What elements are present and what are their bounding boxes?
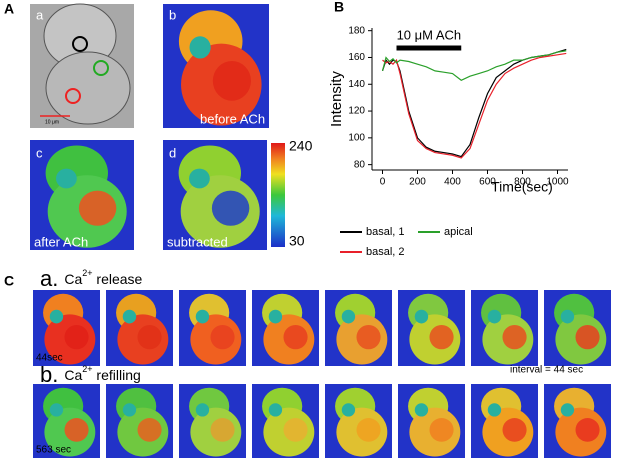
row-label-part: refilling — [93, 367, 141, 383]
roi — [65, 88, 81, 104]
series-line — [381, 48, 567, 158]
cell — [64, 324, 89, 350]
row-label: b. Ca2+ refilling — [40, 362, 141, 387]
row-label-part: 2+ — [82, 268, 92, 278]
row-label-part: release — [93, 271, 143, 287]
cell — [283, 418, 308, 442]
cell — [137, 324, 162, 350]
x-tick-label: 600 — [479, 177, 496, 188]
cell — [49, 403, 64, 417]
cell — [283, 324, 308, 350]
image-caption: after ACh — [34, 234, 88, 249]
time-label: 563 sec — [36, 445, 71, 456]
panel-letter: B — [334, 0, 344, 15]
cell — [64, 418, 89, 442]
cell — [502, 418, 527, 442]
cell — [414, 403, 429, 417]
image-letter: c — [36, 145, 43, 160]
y-tick-label: 80 — [354, 159, 366, 170]
cell — [341, 403, 356, 417]
x-tick-label: 800 — [514, 177, 531, 188]
cell — [575, 418, 600, 442]
row-label-part: Ca — [64, 367, 82, 383]
cell — [560, 403, 575, 417]
cell — [560, 309, 575, 324]
panel-letter: C — [4, 273, 14, 289]
cell — [195, 403, 210, 417]
image-caption: before ACh — [200, 111, 265, 126]
cell — [49, 309, 64, 324]
legend-label: basal, 1 — [366, 226, 405, 238]
cell — [210, 324, 235, 350]
image-letter: d — [169, 145, 176, 160]
cell — [414, 309, 429, 324]
images: 10 μm a b c d before ACh after ACh subtracted a.… — [30, 3, 611, 458]
cell — [268, 403, 283, 417]
cell — [487, 403, 502, 417]
row-label-part: a. — [40, 266, 58, 291]
y-tick-label: 120 — [348, 106, 365, 117]
cell — [341, 309, 356, 324]
colorbar-label: 240 — [289, 138, 313, 154]
y-tick-label: 160 — [348, 52, 365, 63]
cell — [575, 324, 600, 350]
row-label: a. Ca2+ release — [40, 266, 143, 291]
cell — [122, 309, 137, 324]
roi — [93, 60, 109, 76]
image-caption: subtracted — [167, 234, 228, 249]
cell — [502, 324, 527, 350]
image-letter: a — [36, 7, 44, 22]
y-axis-label: Intensity — [328, 71, 345, 127]
y-tick-label: 100 — [348, 132, 365, 143]
x-tick-label: 400 — [444, 177, 461, 188]
colorbar — [271, 143, 285, 247]
cell — [211, 190, 250, 226]
cell — [45, 51, 131, 125]
cell — [122, 403, 137, 417]
x-tick-label: 1000 — [546, 177, 569, 188]
series-line — [382, 52, 567, 159]
cell — [195, 309, 210, 324]
interval-label: interval = 44 sec — [510, 365, 583, 376]
cell — [137, 418, 162, 442]
y-tick-label: 140 — [348, 79, 365, 90]
x-axis-label: Time(sec) — [491, 179, 553, 195]
cell — [210, 418, 235, 442]
colorbar-label: 30 — [289, 233, 305, 249]
row-label-part: 2+ — [82, 364, 92, 374]
cell — [268, 309, 283, 324]
image-letter: b — [169, 7, 176, 22]
cell — [212, 61, 251, 101]
cell — [189, 36, 211, 59]
line-chart: 80 100 120 140 160 180 0 200 400 600 800 1000 Intens… — [328, 25, 569, 258]
legend-label: basal, 2 — [366, 246, 405, 258]
cell — [487, 309, 502, 324]
panel-letter: A — [4, 1, 14, 17]
annotation: 10 μM ACh — [397, 27, 462, 42]
cell — [356, 324, 381, 350]
time-label: 44sec — [36, 353, 63, 364]
cell — [429, 324, 454, 350]
cell — [56, 168, 77, 189]
x-tick-label: 0 — [380, 177, 386, 188]
row-label-part: Ca — [64, 271, 82, 287]
roi — [72, 36, 88, 52]
cell — [78, 190, 117, 226]
cell — [429, 418, 454, 442]
x-tick-label: 200 — [409, 177, 426, 188]
y-tick-label: 180 — [348, 25, 365, 36]
scale-label: 10 μm — [45, 119, 59, 125]
cell — [356, 418, 381, 442]
series-line — [381, 50, 567, 81]
row-label-part: b. — [40, 362, 58, 387]
cell — [189, 168, 210, 189]
legend-label: apical — [444, 226, 473, 238]
